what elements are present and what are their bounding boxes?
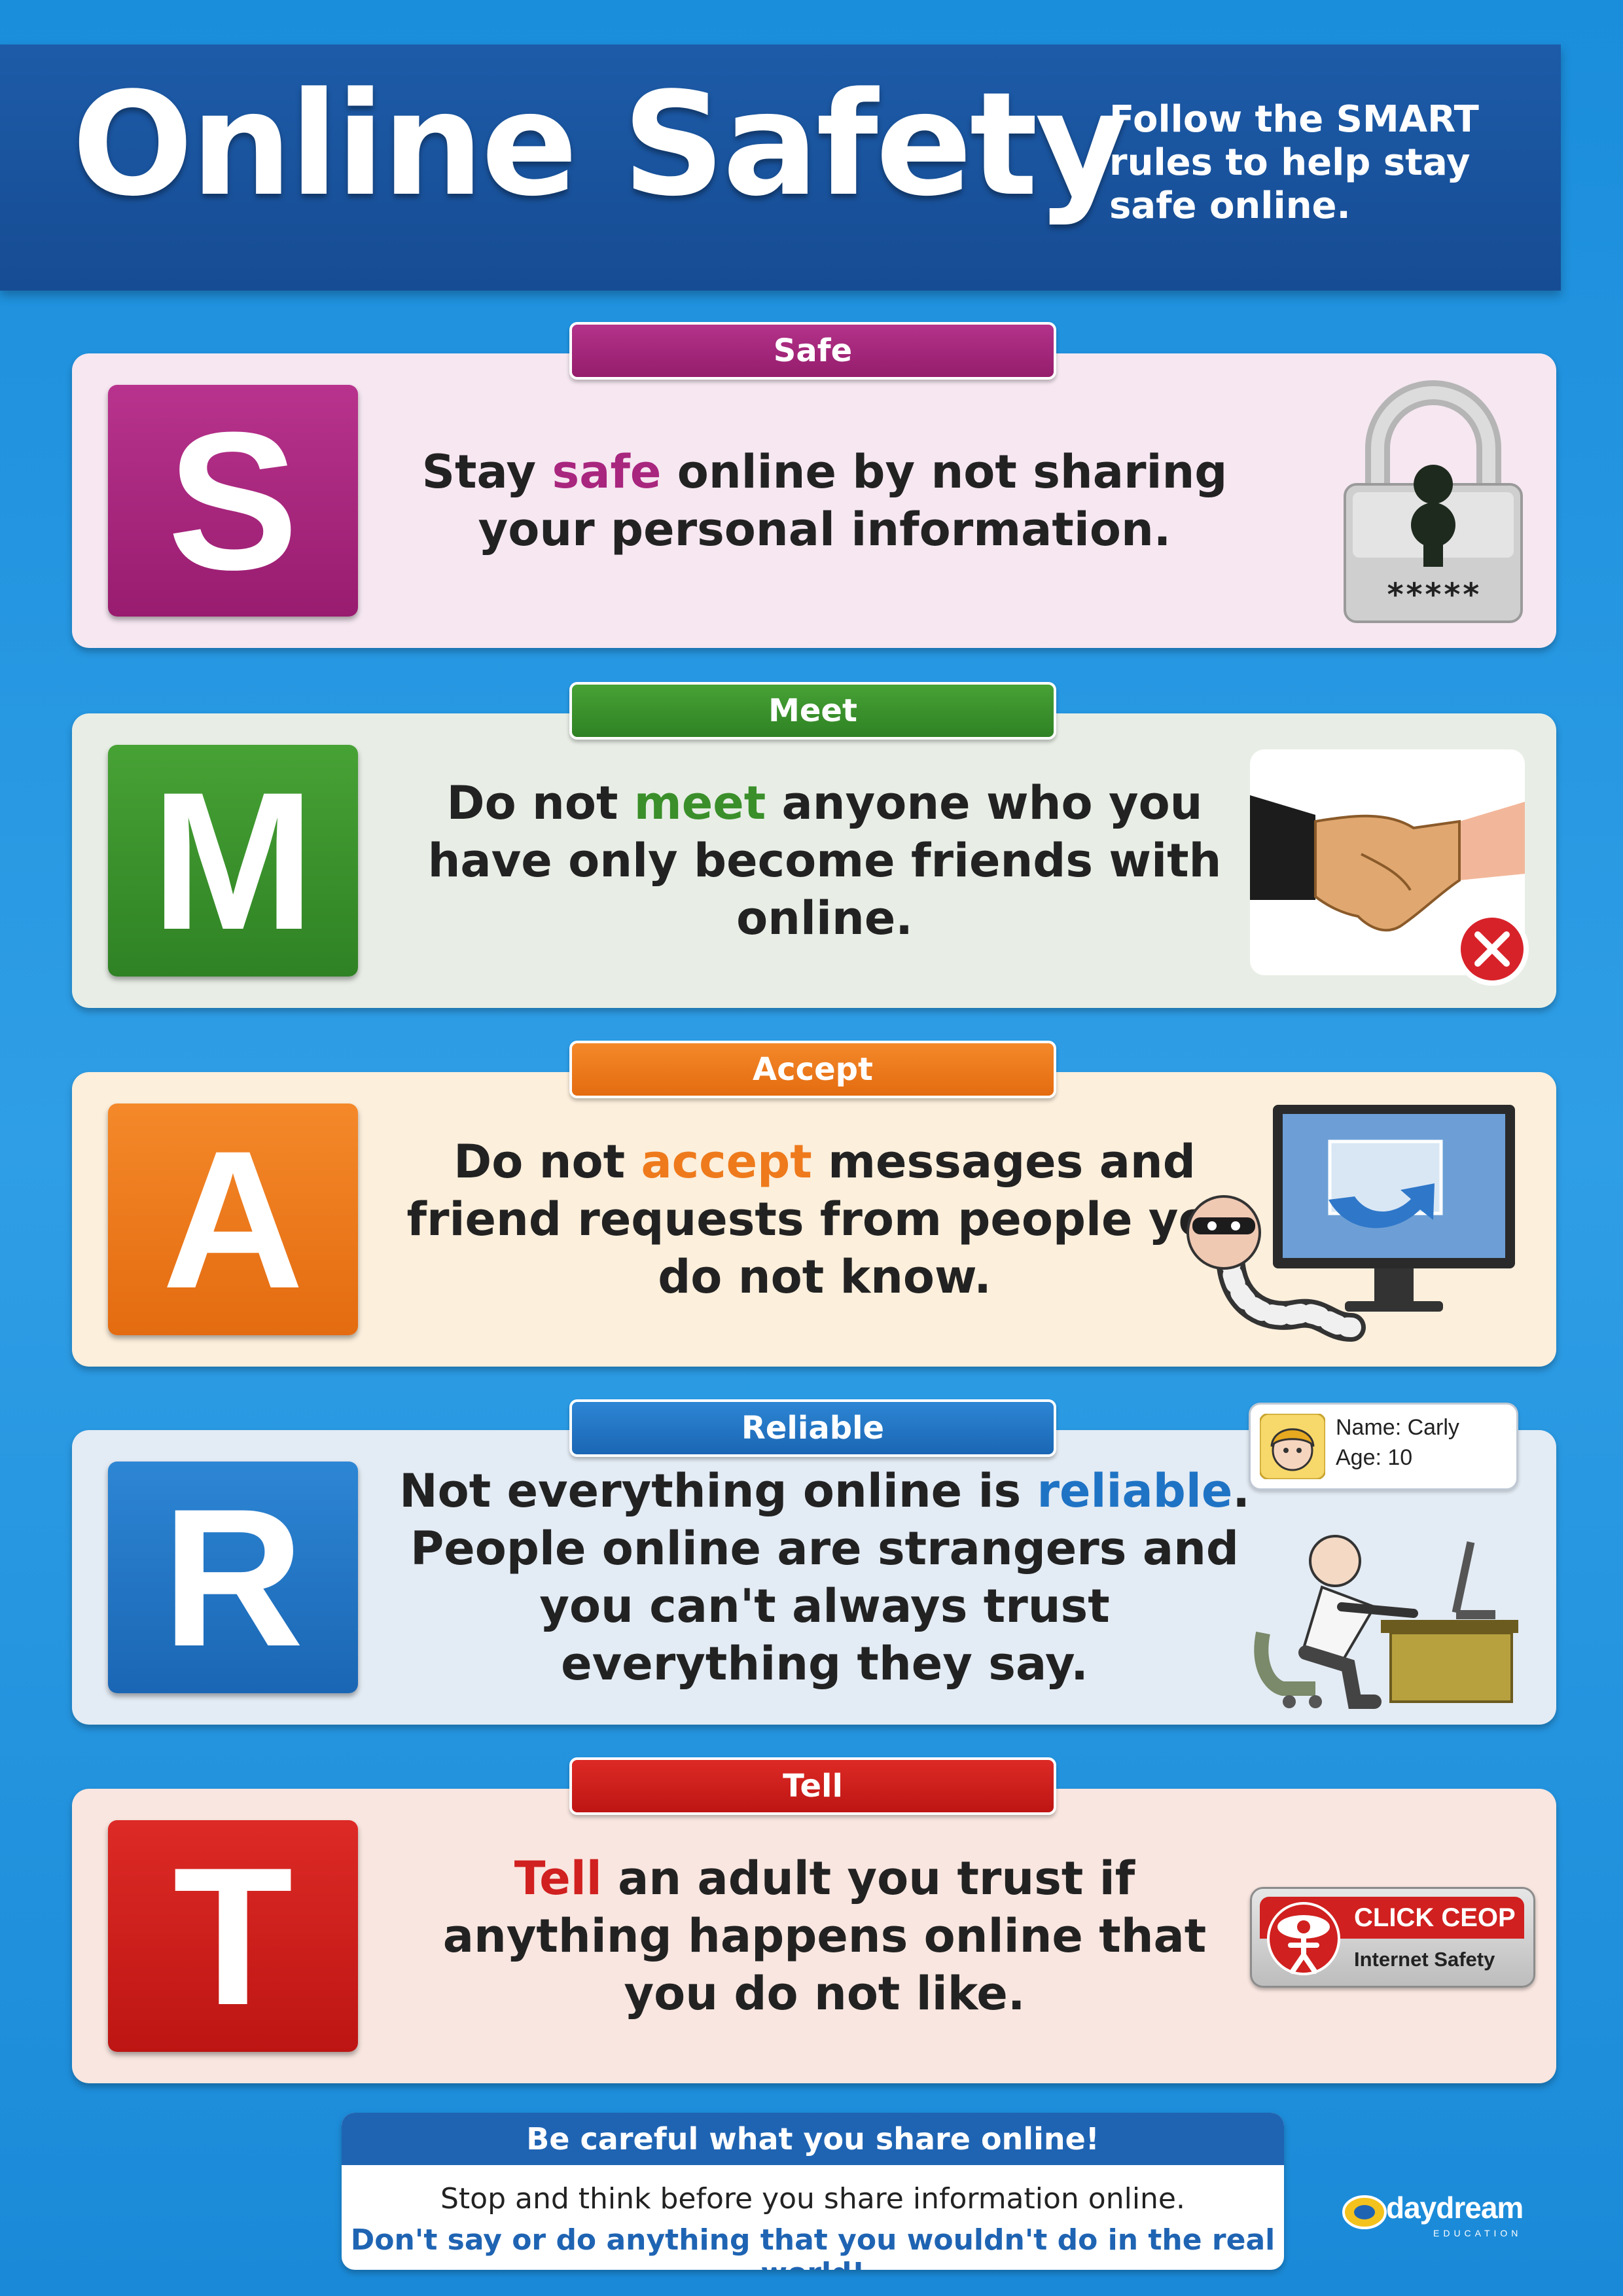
- letter-tile-s: S: [108, 385, 358, 617]
- rule-card-reliable: R Not everything online is reliable. Peo…: [72, 1430, 1556, 1725]
- footer-heading: Be careful what you share online!: [342, 2113, 1284, 2165]
- ceop-badge-line1: CLICK CEOP: [1354, 1903, 1516, 1932]
- rule-text-meet: Do not meet anyone who you have only bec…: [427, 776, 1222, 945]
- rule-card-tell: T Tell an adult you trust if anything ha…: [72, 1789, 1556, 2083]
- rule-card-meet: M Do not meet anyone who you have only b…: [72, 713, 1556, 1008]
- daydream-logo-icon: [1342, 2195, 1387, 2229]
- letter-tile-a: A: [108, 1103, 358, 1335]
- tab-reliable: Reliable: [569, 1399, 1056, 1457]
- computer-worm-icon: [1186, 1105, 1515, 1342]
- man-at-computer-icon: [1254, 1535, 1518, 1709]
- daydream-logo: daydream EDUCATION: [1342, 2186, 1524, 2251]
- ceop-badge[interactable]: CLICK CEOP Internet Safety: [1250, 1887, 1535, 1988]
- header-banner: [0, 45, 1561, 291]
- handshake-icon: [1250, 749, 1529, 986]
- profile-speech-bubble: Name: Carly Age: 10: [1249, 1403, 1518, 1490]
- bubble-name: Name: Carly: [1336, 1415, 1459, 1440]
- rule-text-safe: Stay safe online by not sharing your per…: [421, 445, 1228, 556]
- tab-tell: Tell: [569, 1757, 1056, 1815]
- tab-accept: Accept: [569, 1041, 1056, 1098]
- tab-meet: Meet: [569, 682, 1056, 740]
- rule-text-reliable: Not everything online is reliable. Peopl…: [399, 1464, 1250, 1691]
- footer-line-1: Stop and think before you share informat…: [440, 2182, 1185, 2215]
- rule-card-safe: S Stay safe online by not sharing your p…: [72, 353, 1556, 648]
- letter-tile-r: R: [108, 1462, 358, 1693]
- footer-line-2: Don't say or do anything that you wouldn…: [350, 2223, 1275, 2270]
- ceop-badge-line2: Internet Safety: [1354, 1948, 1495, 1971]
- letter-tile-m: M: [108, 745, 358, 977]
- rule-text-tell: Tell an adult you trust if anything happ…: [442, 1852, 1207, 2020]
- brand-name: daydream: [1386, 2191, 1524, 2225]
- padlock-icon: *****: [1344, 380, 1523, 623]
- rule-card-accept: A Do not accept messages and friend requ…: [72, 1072, 1556, 1367]
- letter-tile-t: T: [108, 1820, 358, 2052]
- brand-sub: EDUCATION: [1433, 2228, 1522, 2238]
- page-subtitle: Follow the SMART rules to help stay safe…: [1109, 98, 1479, 227]
- svg-text:*****: *****: [1386, 577, 1481, 613]
- footer-box: Be careful what you share online! Stop a…: [342, 2113, 1284, 2270]
- girl-avatar-icon: [1260, 1414, 1325, 1479]
- bubble-age: Age: 10: [1336, 1445, 1413, 1470]
- rule-text-accept: Do not accept messages and friend reques…: [406, 1135, 1243, 1304]
- page-title: Online Safety: [72, 62, 1128, 228]
- ceop-eye-icon: [1267, 1902, 1340, 1975]
- tab-safe: Safe: [569, 322, 1056, 380]
